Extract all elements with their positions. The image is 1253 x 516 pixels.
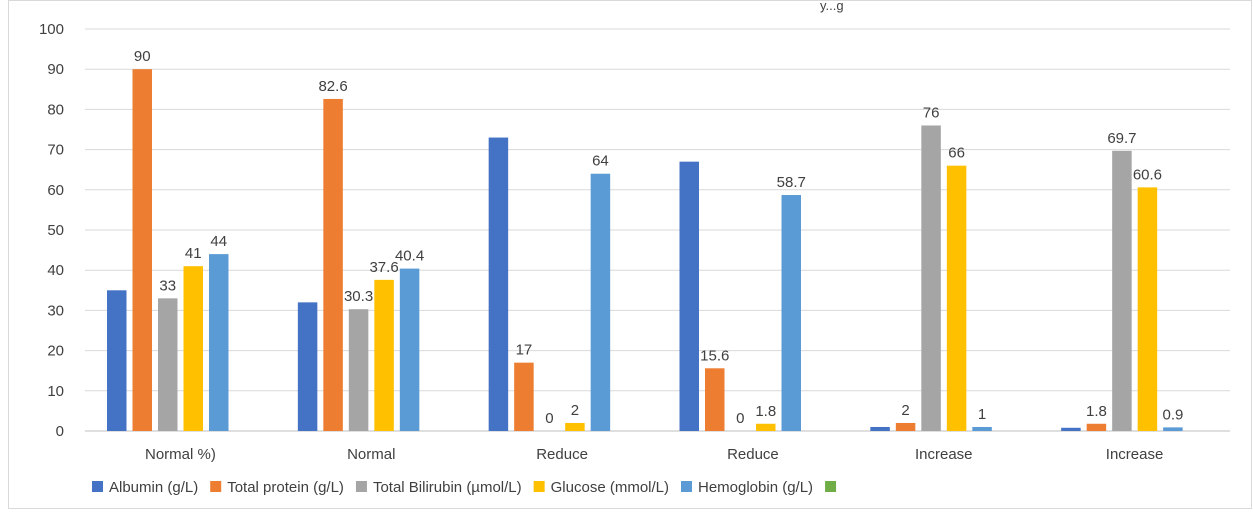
data-label: 60.6 [1133,166,1162,183]
bar [921,125,941,431]
x-tick-label: Increase [915,446,973,463]
bar [972,426,992,431]
bar [705,368,725,431]
data-label: 30.3 [344,288,373,305]
data-label: 37.6 [369,259,398,276]
data-label: 58.7 [777,174,806,191]
y-tick-label: 0 [56,423,64,440]
bar [488,137,509,432]
data-label: 40.4 [395,248,424,265]
bar [870,426,890,431]
bar [297,302,318,431]
bar [514,362,534,431]
y-tick-label: 50 [47,222,64,239]
y-tick-label: 70 [47,142,64,159]
data-label: 0 [545,410,553,427]
y-tick-label: 20 [47,343,64,360]
legend-label: Hemoglobin (g/L) [698,479,813,496]
header-fragment: y...g [820,0,844,13]
y-tick-label: 10 [47,383,64,400]
data-label: 1.8 [1086,403,1107,420]
x-tick-label: Increase [1106,446,1164,463]
bar [781,195,801,431]
data-label: 64 [592,153,609,170]
y-tick-label: 60 [47,182,64,199]
x-tick-label: Reduce [727,446,779,463]
bar [323,98,343,431]
data-label: 90 [134,48,151,65]
bar [399,268,420,431]
bar [107,290,127,431]
y-tick-label: 30 [47,302,64,319]
legend-label: Albumin (g/L) [109,479,198,496]
data-label: 0.9 [1162,406,1183,423]
y-tick-label: 100 [39,21,64,38]
gridlines [85,28,1230,392]
x-tick-label: Normal [347,446,395,463]
bar [756,423,776,431]
data-label: 66 [948,145,965,162]
data-label: 0 [736,410,744,427]
bar [1163,427,1183,431]
bar [946,165,967,431]
y-tick-label: 80 [47,101,64,118]
data-label: 41 [185,245,202,262]
legend-swatch [681,481,692,492]
bar [158,298,178,431]
y-tick-label: 40 [47,262,64,279]
bar [895,422,916,431]
legend-label: Total protein (g/L) [227,479,344,496]
legend-swatch [92,481,103,492]
bar [590,173,611,431]
data-label: 1.8 [755,403,776,420]
bar [679,161,699,431]
data-label: 82.6 [318,78,347,95]
x-tick-label: Normal %) [145,446,216,463]
bar [1086,423,1107,431]
bar [374,279,394,431]
legend-label: Total Bilirubin (µmol/L) [373,479,522,496]
data-labels: 90 82.6 17 15.6 2 1.8 33 30.3 0 0 76 69.7 41 37.6 2 1.8… [134,48,1183,427]
bar [132,69,152,431]
data-label: 1 [978,406,986,423]
data-label: 44 [210,233,227,250]
bar [1112,150,1132,431]
y-tick-label: 90 [47,61,64,78]
bar [565,422,585,431]
bar [1061,427,1081,431]
legend-swatch [355,481,367,492]
bars [107,69,1183,432]
bar [183,266,203,431]
bar [348,309,369,431]
data-label: 69.7 [1107,130,1136,147]
bar [1137,187,1158,431]
legend-swatch [825,481,837,492]
data-label: 2 [901,402,909,419]
legend-swatch [210,481,222,492]
legend-swatch [533,481,545,492]
data-label: 33 [159,277,176,294]
legend-label: Glucose (mmol/L) [551,479,669,496]
data-label: 2 [571,402,579,419]
bar [209,254,229,431]
chart-area-border [8,0,1252,509]
data-label: 76 [923,104,940,121]
data-label: 15.6 [700,347,729,364]
data-label: 17 [516,342,533,359]
legend: Albumin (g/L) Total protein (g/L) Total Bi… [92,479,837,496]
x-tick-label: Reduce [536,446,588,463]
